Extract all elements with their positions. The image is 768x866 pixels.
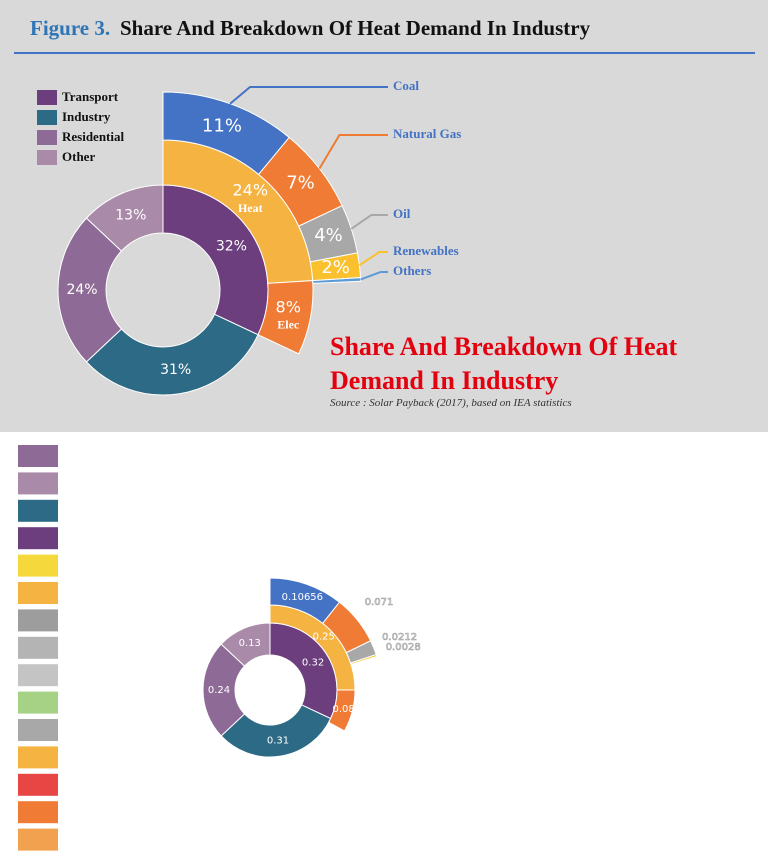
value-label: 0.32 <box>302 658 324 669</box>
swatch <box>18 691 58 714</box>
swatch <box>18 499 58 522</box>
value-label: 4% <box>314 225 343 246</box>
leader-line <box>229 86 388 105</box>
swatch <box>18 609 58 632</box>
legend-swatch <box>37 150 57 165</box>
value-label: 0.071 <box>365 597 394 608</box>
swatch <box>18 828 58 851</box>
category-label: Renewables <box>393 243 459 258</box>
value-label: 7% <box>286 172 315 193</box>
ring-segment <box>57 217 123 363</box>
segment-name: Heat <box>238 201 263 215</box>
legend-swatch <box>37 90 57 105</box>
swatch <box>18 582 58 604</box>
legend-label: Other <box>62 149 95 164</box>
leader-line <box>360 271 388 281</box>
ring-segment <box>85 313 259 396</box>
swatch <box>18 719 58 741</box>
value-label: 0.0028 <box>386 642 421 653</box>
value-label: 24% <box>232 181 268 200</box>
value-label: 13% <box>115 208 146 224</box>
leader-line <box>358 251 388 267</box>
segment-name: Elec <box>277 318 300 332</box>
swatch <box>18 636 58 659</box>
category-label: Oil <box>393 206 411 221</box>
swatch <box>18 773 58 796</box>
legend-swatch <box>37 130 57 145</box>
swatch <box>18 472 58 495</box>
swatch <box>18 554 58 577</box>
value-label: 0.24 <box>208 685 230 696</box>
category-label: Natural Gas <box>393 126 461 141</box>
leader-line <box>318 134 388 170</box>
swatch <box>18 746 58 769</box>
legend-swatch <box>37 110 57 125</box>
chart-title: Share And Breakdown Of Heat Demand In In… <box>330 332 678 395</box>
ring-segment <box>328 689 356 732</box>
figure-label: Figure 3. <box>30 16 110 40</box>
source-note: Source : Solar Payback (2017), based on … <box>330 397 572 409</box>
ring-segment <box>220 704 332 758</box>
swatch <box>18 664 58 687</box>
swatch <box>18 801 58 824</box>
value-label: 0.25 <box>313 631 335 642</box>
value-label: 0.10656 <box>282 592 323 603</box>
legend-label: Transport <box>62 89 119 104</box>
ring-segment <box>350 653 378 666</box>
leader-line <box>350 214 388 230</box>
value-label: 0.13 <box>239 638 261 649</box>
value-label: 31% <box>160 362 191 378</box>
value-label: 2% <box>321 257 350 278</box>
value-label: 32% <box>216 239 247 255</box>
swatch <box>18 445 58 467</box>
value-label: 8% <box>276 297 301 316</box>
value-label: 0.31 <box>267 735 289 746</box>
value-label: 24% <box>66 282 97 298</box>
swatch <box>18 527 58 550</box>
value-label: 0.08 <box>332 704 354 715</box>
value-label: 11% <box>202 115 242 136</box>
category-label: Others <box>393 263 431 278</box>
figure-title: Share And Breakdown Of Heat Demand In In… <box>120 16 591 40</box>
legend-label: Residential <box>62 129 125 144</box>
value-label: 0.0212 <box>382 632 417 643</box>
ring-segment <box>257 280 314 355</box>
category-label: Coal <box>393 78 419 93</box>
legend-label: Industry <box>62 109 111 124</box>
